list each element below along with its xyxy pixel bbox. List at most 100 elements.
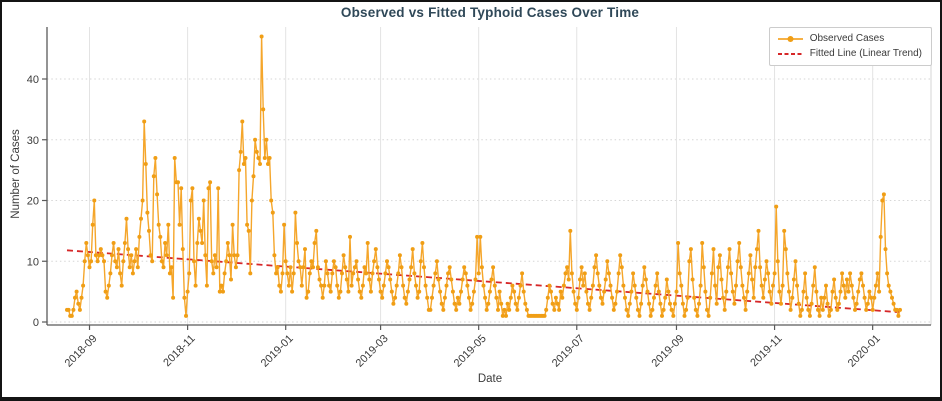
data-point-marker [277, 283, 282, 288]
data-point-marker [85, 253, 90, 258]
data-point-marker [563, 271, 568, 276]
data-point-marker [475, 234, 480, 239]
data-point-marker [660, 313, 664, 318]
data-point-marker [367, 277, 372, 282]
data-point-marker [515, 307, 520, 312]
data-point-marker [431, 283, 436, 288]
data-point-marker [394, 283, 399, 288]
data-point-marker [320, 295, 325, 300]
data-point-marker [212, 253, 217, 258]
data-point-marker [727, 247, 732, 252]
data-point-marker [172, 156, 177, 160]
data-point-marker [195, 241, 200, 245]
data-point-marker [862, 295, 867, 300]
data-point-marker [381, 283, 386, 288]
data-point-marker [627, 301, 632, 306]
data-point-marker [375, 265, 380, 270]
data-point-marker [642, 265, 647, 270]
data-point-marker [188, 198, 193, 203]
data-point-marker [578, 277, 582, 282]
data-point-marker [510, 283, 515, 288]
data-point-marker [717, 253, 722, 258]
data-point-marker [568, 228, 573, 233]
data-point-marker [105, 295, 110, 300]
data-point-marker [767, 289, 772, 294]
data-point-marker [441, 307, 446, 312]
data-point-marker [402, 295, 407, 300]
data-point-marker [647, 301, 652, 306]
y-tick-label: 10 [27, 256, 39, 268]
data-point-marker [108, 271, 113, 276]
data-point-marker [143, 162, 148, 166]
data-point-marker [315, 265, 320, 270]
data-point-marker [243, 156, 248, 160]
x-tick-label: 2018-11 [161, 333, 197, 369]
data-point-marker [880, 198, 885, 203]
data-point-marker [468, 307, 473, 312]
data-point-marker [269, 198, 274, 203]
data-point-marker [82, 259, 87, 264]
data-point-marker [90, 222, 95, 227]
data-point-marker [552, 307, 557, 312]
data-point-marker [449, 277, 454, 282]
data-point-marker [463, 271, 468, 276]
data-point-marker [274, 271, 279, 276]
data-point-marker [732, 301, 737, 306]
data-point-marker [566, 277, 571, 282]
data-point-marker [122, 241, 127, 245]
data-point-marker [690, 277, 695, 282]
data-point-marker [134, 247, 139, 252]
data-point-marker [697, 301, 701, 306]
data-point-marker [613, 301, 618, 306]
data-point-marker [695, 313, 700, 318]
data-point-marker [894, 307, 899, 312]
data-point-marker [668, 301, 672, 306]
data-point-marker [227, 253, 232, 258]
data-point-marker [425, 295, 430, 300]
data-point-marker [674, 289, 679, 294]
data-point-marker [724, 289, 729, 294]
data-point-marker [262, 156, 267, 160]
data-point-marker [311, 265, 315, 270]
data-point-marker [74, 289, 79, 294]
data-point-marker [93, 253, 98, 258]
data-point-marker [652, 295, 656, 300]
data-point-marker [114, 265, 119, 270]
data-point-marker [293, 210, 298, 215]
data-point-marker [407, 277, 412, 282]
data-point-marker [811, 283, 816, 288]
data-point-marker [512, 289, 517, 294]
data-point-marker [586, 301, 590, 306]
data-point-marker [711, 247, 716, 252]
data-point-marker [303, 247, 307, 252]
data-point-marker [418, 259, 423, 264]
data-point-marker [780, 283, 785, 288]
data-point-marker [774, 204, 779, 209]
data-point-marker [481, 283, 486, 288]
data-point-marker [298, 265, 303, 270]
data-point-marker [817, 313, 822, 318]
data-point-marker [875, 271, 880, 276]
data-point-marker [240, 119, 245, 124]
data-point-marker [479, 265, 484, 270]
legend-item-observed: Observed Cases [777, 33, 922, 44]
data-point-marker [666, 289, 671, 294]
data-point-marker [734, 283, 738, 288]
data-point-marker [190, 186, 195, 191]
data-point-marker [447, 265, 452, 270]
data-point-marker [370, 271, 375, 276]
data-point-marker [508, 295, 513, 300]
data-point-marker [640, 283, 645, 288]
data-point-marker [182, 295, 187, 300]
data-point-marker [230, 222, 235, 227]
data-point-marker [378, 289, 383, 294]
data-point-marker [692, 295, 697, 300]
chart-legend: Observed Cases Fitted Line (Linear Trend… [768, 27, 932, 66]
data-point-marker [825, 301, 830, 306]
data-point-marker [777, 289, 782, 294]
data-point-marker [830, 289, 835, 294]
data-point-marker [779, 301, 783, 306]
data-point-marker [473, 277, 478, 282]
data-point-marker [89, 259, 94, 264]
